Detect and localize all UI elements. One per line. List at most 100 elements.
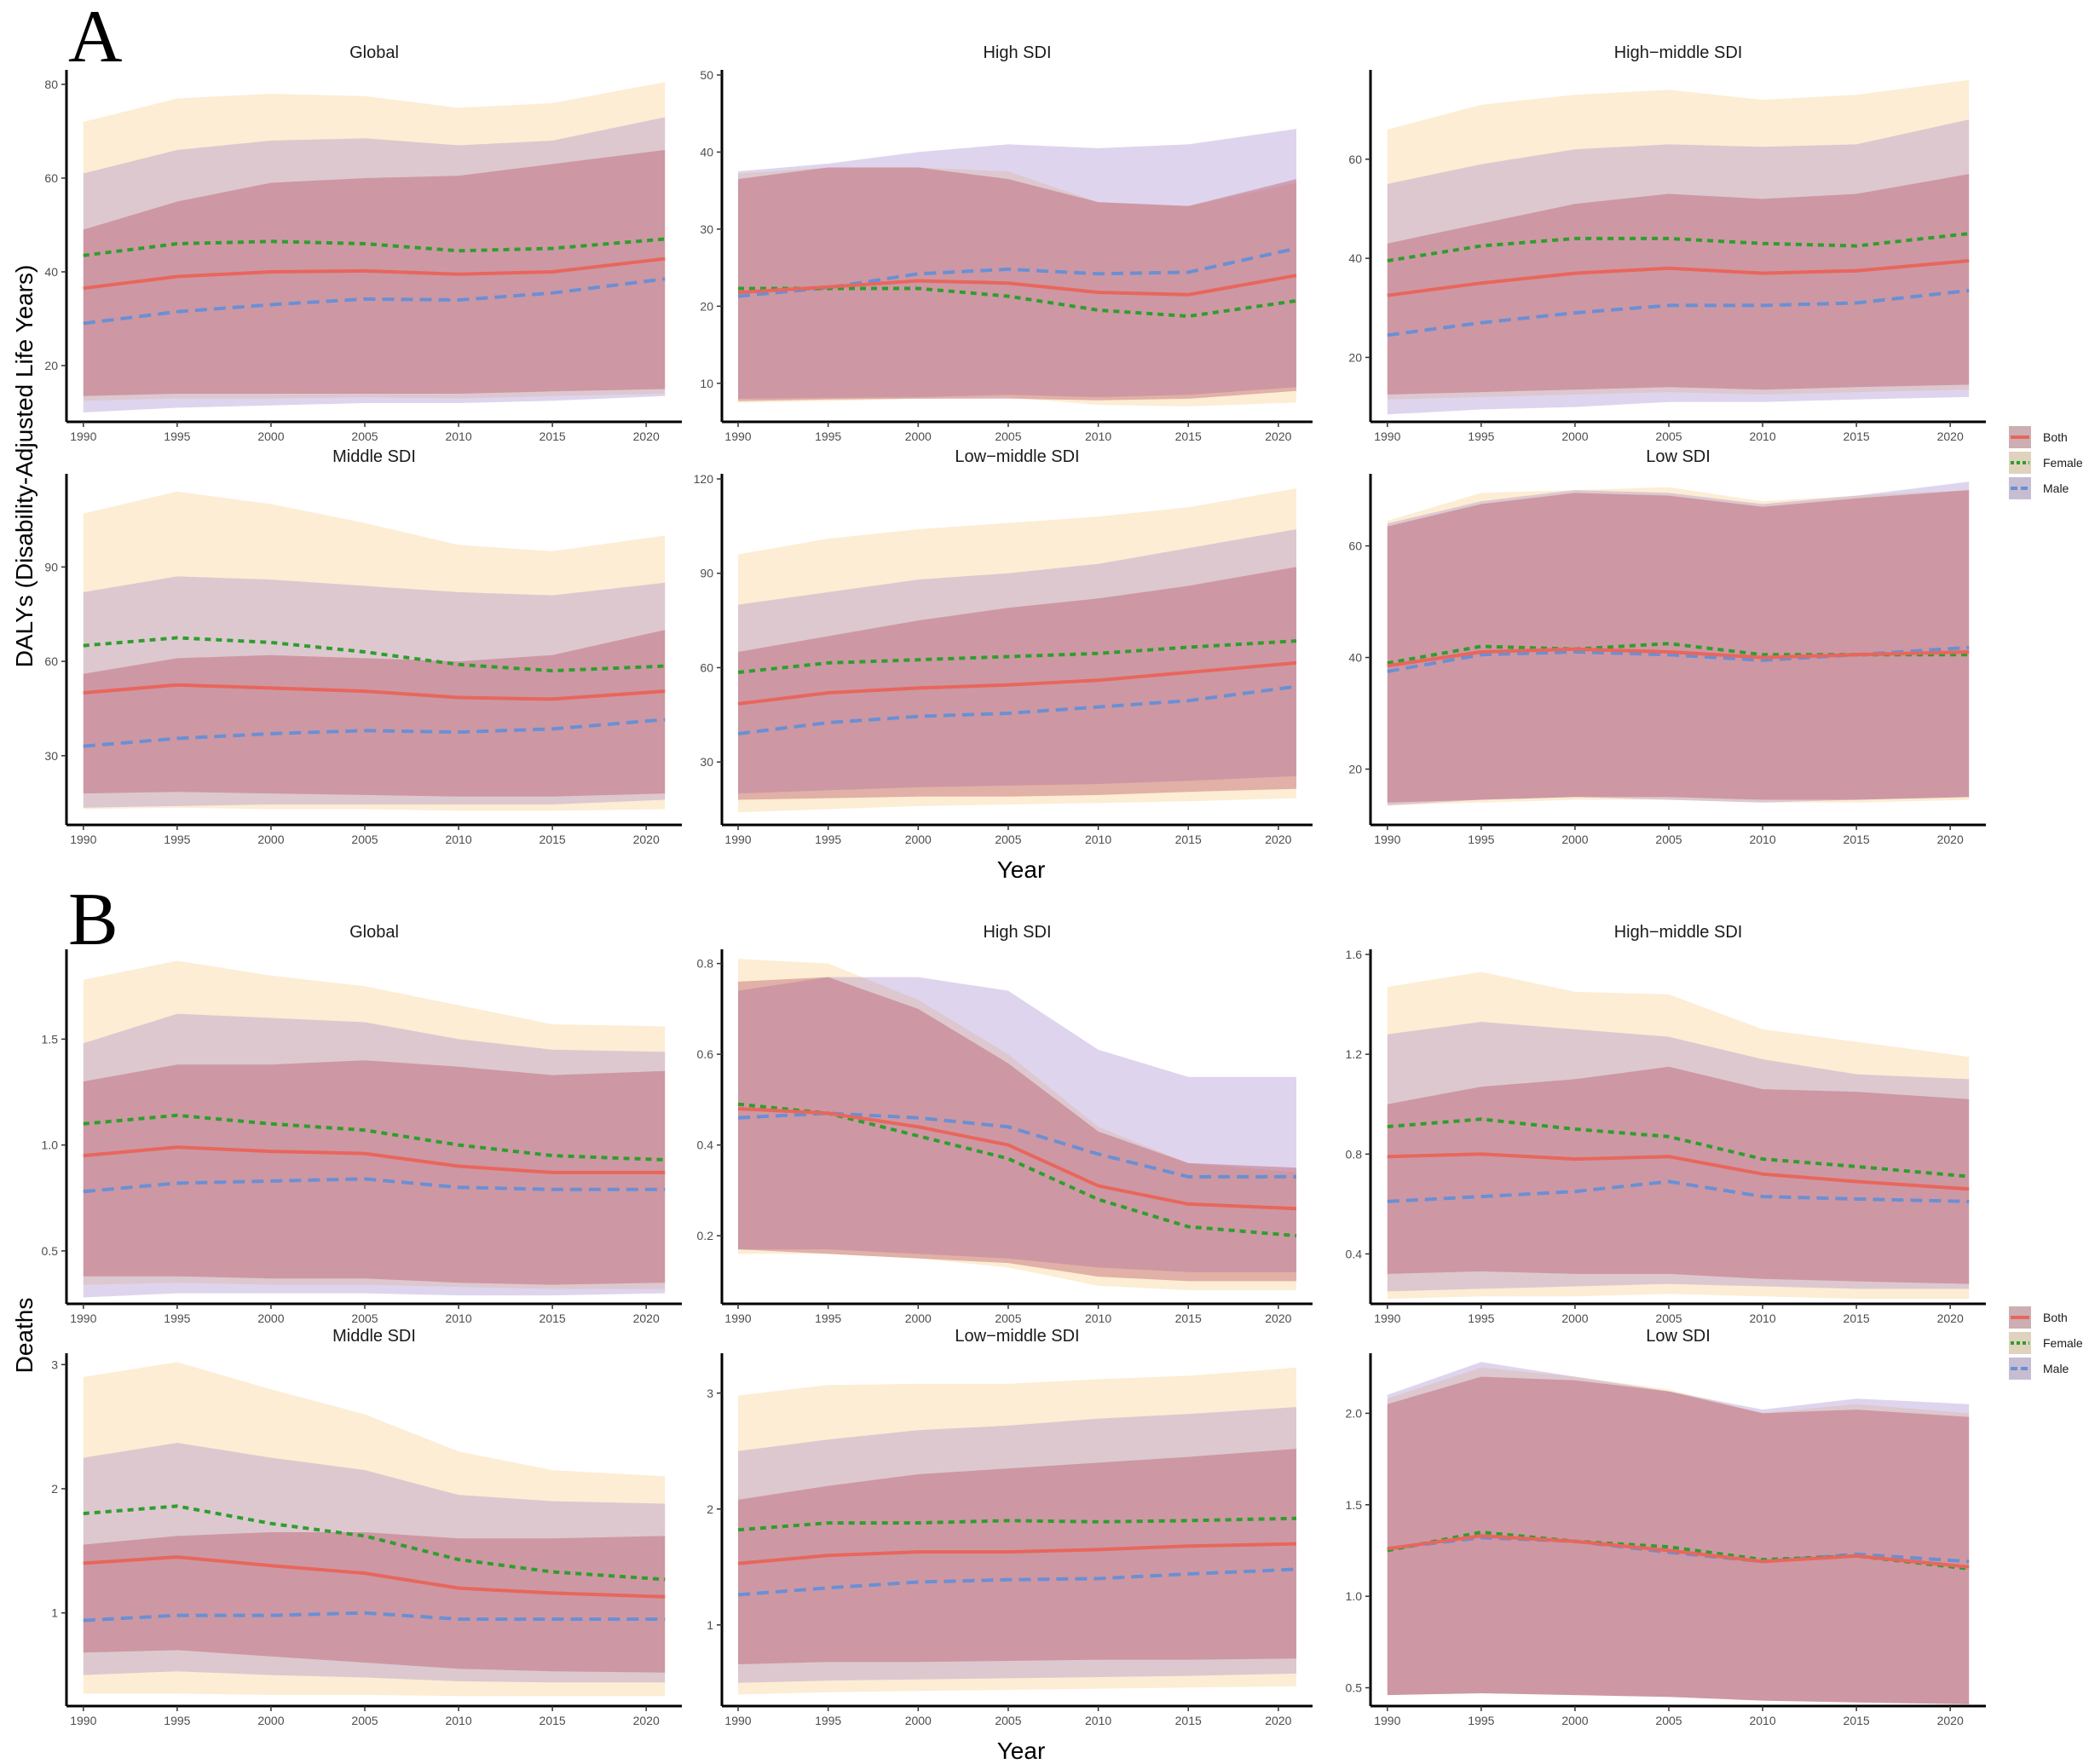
x-tick-label: 2010 <box>445 833 471 846</box>
x-tick-label: 1990 <box>724 1714 751 1727</box>
x-tick-label: 2005 <box>1655 1714 1682 1727</box>
legend-label-both: Both <box>2043 430 2068 444</box>
x-tick-label: 1990 <box>70 833 96 846</box>
ribbon-female <box>738 1367 1296 1695</box>
ribbon-female <box>83 82 666 401</box>
x-axis-title: Year <box>997 856 1046 883</box>
line-both <box>737 1542 1297 1565</box>
x-tick-label: 2005 <box>351 833 378 846</box>
ribbon-both <box>83 630 666 797</box>
y-tick-label: 2 <box>51 1482 58 1496</box>
x-tick-label: 2000 <box>1561 429 1588 443</box>
x-tick-label: 2010 <box>1749 1311 1775 1325</box>
line-female <box>83 636 666 673</box>
x-tick-label: 2005 <box>995 1311 1021 1325</box>
legend-label-female: Female <box>2043 1336 2083 1350</box>
facet-A-4 <box>717 474 1313 830</box>
legend-A <box>2009 426 2031 499</box>
line-female <box>737 639 1297 674</box>
legend-B <box>2009 1306 2031 1380</box>
y-tick-label: 1.6 <box>1346 948 1363 961</box>
ribbon-female <box>1387 1367 1970 1704</box>
y-tick-label: 20 <box>700 299 713 313</box>
x-tick-label: 2015 <box>1844 429 1870 443</box>
panel-letter-B: B <box>68 879 118 961</box>
ribbon-male <box>83 1443 666 1683</box>
x-tick-label: 2005 <box>1655 1311 1682 1325</box>
facet-title: Low SDI <box>1646 447 1711 466</box>
facet-title: High SDI <box>983 43 1051 62</box>
line-male <box>1387 1536 1970 1564</box>
ribbon-female <box>83 960 666 1289</box>
x-tick-label: 2010 <box>1749 429 1775 443</box>
x-tick-label: 2020 <box>633 1311 660 1325</box>
facet-B-1 <box>717 949 1313 1309</box>
facet-title: Global <box>349 923 399 942</box>
ribbon-both <box>738 977 1296 1282</box>
facet-A-5 <box>1365 474 1986 830</box>
x-tick-label: 2020 <box>1265 833 1291 846</box>
ribbon-male <box>738 529 1296 794</box>
line-female <box>83 237 666 257</box>
line-both <box>737 274 1297 297</box>
line-female <box>83 1113 666 1162</box>
facet-title: Low−middle SDI <box>955 1327 1079 1346</box>
x-tick-label: 2020 <box>633 1714 660 1727</box>
x-tick-label: 2020 <box>1265 1311 1291 1325</box>
line-both <box>1387 1152 1970 1191</box>
y-tick-label: 50 <box>700 68 713 82</box>
y-tick-label: 60 <box>44 171 58 185</box>
x-tick-label: 1995 <box>1468 429 1494 443</box>
y-tick-label: 30 <box>700 222 713 236</box>
y-tick-label: 120 <box>694 472 714 486</box>
legend-key-male <box>2009 477 2031 499</box>
line-both <box>83 1145 666 1174</box>
x-tick-label: 1990 <box>1374 1714 1400 1727</box>
x-tick-label: 2005 <box>995 1714 1021 1727</box>
x-tick-label: 1995 <box>815 1311 841 1325</box>
x-tick-label: 1990 <box>1374 429 1400 443</box>
line-both <box>1387 259 1970 297</box>
x-tick-label: 2005 <box>351 1714 378 1727</box>
y-tick-label: 90 <box>44 560 58 574</box>
y-tick-label: 40 <box>44 265 58 279</box>
x-tick-label: 2005 <box>1655 833 1682 846</box>
x-tick-label: 2010 <box>1085 1311 1111 1325</box>
y-tick-label: 1.5 <box>1346 1498 1363 1512</box>
x-tick-label: 2000 <box>905 429 932 443</box>
ribbon-both <box>738 1449 1296 1664</box>
legend-label-male: Male <box>2043 1362 2069 1375</box>
line-male <box>737 246 1297 298</box>
x-tick-label: 2010 <box>1085 429 1111 443</box>
ribbon-both <box>1387 1066 1970 1284</box>
x-tick-label: 2000 <box>257 1311 284 1325</box>
ribbon-female <box>738 488 1296 813</box>
y-tick-label: 1.0 <box>1346 1589 1363 1603</box>
y-tick-label: 60 <box>1348 539 1362 553</box>
line-female <box>1387 232 1970 262</box>
y-tick-label: 40 <box>1348 651 1362 665</box>
x-tick-label: 2010 <box>445 1311 471 1325</box>
facet-title: High SDI <box>983 923 1051 942</box>
x-tick-label: 2005 <box>995 429 1021 443</box>
facet-A-3 <box>61 474 682 830</box>
x-tick-label: 2015 <box>1175 429 1202 443</box>
x-tick-label: 2020 <box>1937 429 1964 443</box>
x-tick-label: 2005 <box>351 1311 378 1325</box>
x-tick-label: 2000 <box>1561 833 1588 846</box>
facet-B-0 <box>61 949 682 1309</box>
y-tick-label: 60 <box>44 654 58 668</box>
x-tick-label: 1995 <box>164 429 190 443</box>
x-tick-label: 2000 <box>1561 1714 1588 1727</box>
y-tick-label: 2.0 <box>1346 1406 1363 1420</box>
x-tick-label: 1995 <box>1468 1714 1494 1727</box>
ribbon-female <box>83 1362 666 1697</box>
x-tick-label: 2010 <box>1749 833 1775 846</box>
x-tick-label: 1995 <box>815 833 841 846</box>
x-tick-label: 2000 <box>905 1311 932 1325</box>
legend-key-male <box>2009 1358 2031 1380</box>
x-tick-label: 2010 <box>445 429 471 443</box>
line-both <box>83 257 666 291</box>
facet-title: Low SDI <box>1646 1327 1711 1346</box>
y-tick-label: 20 <box>1348 763 1362 776</box>
